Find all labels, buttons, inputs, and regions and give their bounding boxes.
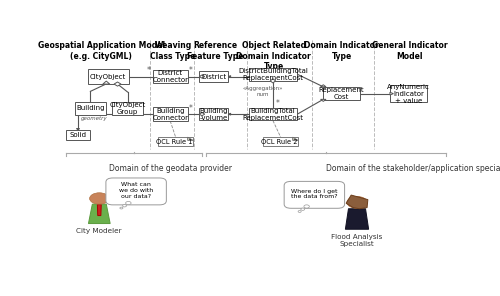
Polygon shape (76, 128, 80, 130)
FancyBboxPatch shape (66, 130, 90, 140)
FancyBboxPatch shape (75, 102, 106, 115)
Text: *: * (188, 66, 192, 75)
Polygon shape (103, 81, 110, 84)
Text: OCL Rule 2: OCL Rule 2 (260, 139, 297, 144)
Polygon shape (188, 137, 193, 140)
Text: What can
we do with
our data?: What can we do with our data? (119, 182, 153, 199)
Text: CityObject
Group: CityObject Group (110, 102, 146, 115)
Circle shape (304, 205, 310, 208)
Text: Object Related
Domain Indicator
Type: Object Related Domain Indicator Type (236, 41, 311, 71)
Text: Weaving
Class Type: Weaving Class Type (150, 41, 196, 61)
Circle shape (122, 205, 126, 207)
Text: Building: Building (76, 105, 104, 112)
Polygon shape (114, 82, 121, 86)
FancyBboxPatch shape (153, 70, 188, 83)
Text: Building
Connector: Building Connector (152, 108, 188, 121)
Text: DistrictBuildingTotal
ReplacementCost: DistrictBuildingTotal ReplacementCost (238, 68, 308, 81)
Text: Building
-volume: Building -volume (200, 108, 228, 121)
Text: AnyNumeric
Indicator
+ value: AnyNumeric Indicator + value (387, 84, 430, 104)
FancyBboxPatch shape (199, 108, 228, 120)
Text: Replacement
Cost: Replacement Cost (318, 87, 364, 100)
FancyBboxPatch shape (153, 107, 188, 121)
Polygon shape (98, 205, 101, 215)
FancyBboxPatch shape (390, 85, 427, 102)
Polygon shape (320, 85, 326, 87)
Text: Domain of the geodata provider: Domain of the geodata provider (109, 164, 232, 173)
FancyBboxPatch shape (248, 68, 297, 81)
Polygon shape (228, 113, 230, 115)
FancyBboxPatch shape (106, 178, 166, 205)
Text: *: * (188, 104, 192, 113)
Polygon shape (292, 137, 298, 140)
FancyBboxPatch shape (199, 71, 228, 82)
Circle shape (120, 207, 123, 209)
Text: District: District (201, 73, 226, 80)
Text: Where do I get
the data from?: Where do I get the data from? (291, 189, 338, 199)
Text: BuildingTotal
ReplacementCost: BuildingTotal ReplacementCost (242, 108, 304, 121)
Circle shape (347, 197, 367, 208)
Polygon shape (228, 76, 230, 78)
Text: Reference
Feature Type: Reference Feature Type (188, 41, 244, 61)
Text: Geospatial Application Model
(e.g. CityGML): Geospatial Application Model (e.g. CityG… (38, 41, 165, 61)
Text: Flood Analysis
Specialist: Flood Analysis Specialist (332, 234, 382, 247)
Polygon shape (263, 137, 298, 146)
FancyBboxPatch shape (88, 69, 128, 84)
Text: City Modeler: City Modeler (76, 228, 122, 234)
Polygon shape (320, 99, 326, 102)
FancyBboxPatch shape (112, 102, 143, 115)
Text: District
Connector: District Connector (152, 70, 188, 83)
Text: General Indicator
Model: General Indicator Model (372, 41, 447, 61)
Polygon shape (200, 75, 204, 78)
Text: Domain of the stakeholder/application specialist: Domain of the stakeholder/application sp… (326, 164, 500, 173)
Text: Domain Indicator
Type: Domain Indicator Type (304, 41, 379, 61)
Circle shape (301, 208, 304, 210)
Circle shape (298, 210, 301, 213)
Text: geometry: geometry (81, 116, 108, 121)
Text: OCL Rule 1: OCL Rule 1 (156, 139, 192, 144)
Text: Solid: Solid (70, 132, 86, 138)
Text: *: * (146, 66, 150, 75)
Polygon shape (270, 79, 276, 83)
FancyBboxPatch shape (323, 87, 360, 100)
Text: *: * (275, 99, 279, 108)
Polygon shape (390, 92, 394, 95)
Text: «Aggregation»
num: «Aggregation» num (243, 86, 284, 97)
Polygon shape (88, 204, 110, 223)
Circle shape (90, 193, 109, 204)
Polygon shape (346, 209, 368, 229)
Text: CityObject: CityObject (90, 73, 126, 80)
Polygon shape (200, 112, 204, 116)
Circle shape (126, 202, 131, 205)
FancyBboxPatch shape (248, 108, 297, 120)
Polygon shape (158, 137, 193, 146)
FancyBboxPatch shape (284, 181, 344, 208)
Polygon shape (346, 195, 368, 209)
